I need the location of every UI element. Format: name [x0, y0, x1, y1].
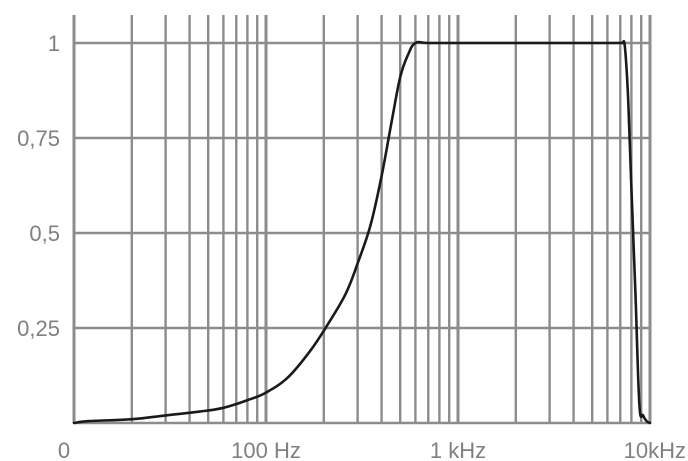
y-tick-label: 0,75 [17, 126, 60, 151]
x-tick-label: 0 [58, 438, 70, 461]
tick-labels: 0 100 Hz 1 kHz 10kHz 1 0,75 0,5 0,25 [17, 31, 686, 461]
response-curve [72, 39, 652, 425]
x-tick-label: 1 kHz [430, 438, 486, 461]
x-tick-label: 10kHz [624, 438, 686, 461]
y-tick-label: 1 [48, 31, 60, 56]
x-tick-label: 100 Hz [231, 438, 301, 461]
y-tick-label: 0,25 [17, 316, 60, 341]
series-layer [72, 39, 652, 425]
y-tick-label: 0,5 [29, 221, 60, 246]
grid [72, 15, 652, 425]
